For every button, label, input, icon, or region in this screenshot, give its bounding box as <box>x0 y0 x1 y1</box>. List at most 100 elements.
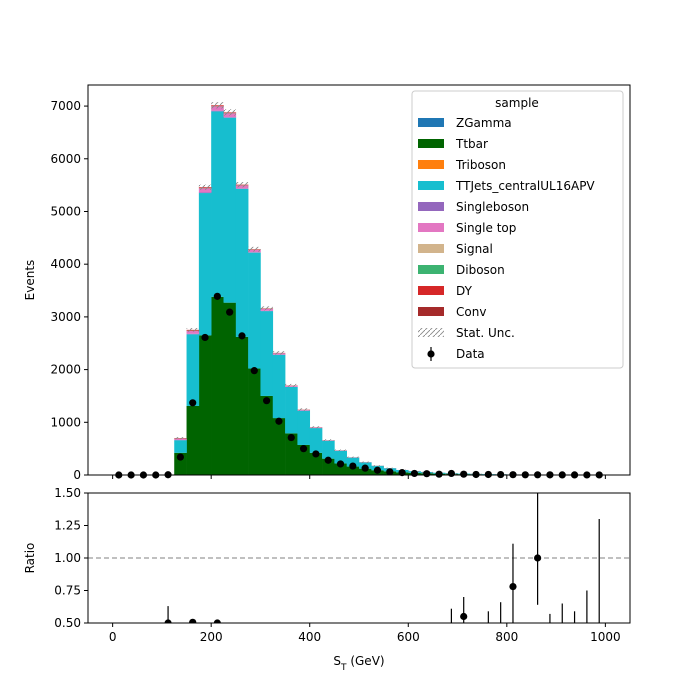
legend-label: TTJets_centralUL16APV <box>455 179 595 193</box>
ratio-point <box>571 632 578 639</box>
ratio-point <box>485 632 492 639</box>
data-point <box>299 445 308 453</box>
ratio-y-tick-label: 1.25 <box>54 519 81 533</box>
ratio-panel: 0.50 0.75 1.00 1.25 1.50 0 200 400 600 800 1000 R… <box>23 486 631 673</box>
ratio-point <box>460 612 468 621</box>
bar-ttjets-centralul16apv <box>272 354 286 419</box>
ratio-y-tick-label: 0.50 <box>54 616 81 630</box>
stat-unc-bin <box>359 461 372 464</box>
main-axes-frame <box>87 84 631 476</box>
bar-ttjets-centralul16apv <box>198 193 212 336</box>
data-point <box>213 292 221 300</box>
bar-ttjets-centralul16apv <box>322 440 335 459</box>
main-y-ticks: 0 1000 2000 3000 4000 5000 6000 7000 <box>50 99 88 482</box>
legend-label: DY <box>456 284 473 298</box>
bar-ttjets-centralul16apv <box>211 111 224 297</box>
legend-label: Ttbar <box>455 137 488 151</box>
data-point <box>189 399 197 407</box>
y-tick-label: 1000 <box>50 415 81 429</box>
bar-ttbar <box>346 466 360 475</box>
bar-ttjets-centralul16apv <box>346 457 360 467</box>
bar-ttjets-centralul16apv <box>309 428 323 453</box>
stat-unc-bin <box>297 408 310 411</box>
bar-single-top <box>211 106 224 111</box>
data-point <box>361 464 369 472</box>
stat-unc-bin <box>198 184 212 190</box>
data-point <box>472 470 480 479</box>
data-point <box>484 470 492 479</box>
bar-singleboson <box>198 192 212 194</box>
stat-unc-bin <box>346 456 359 459</box>
data-point <box>410 469 419 478</box>
ratio-x-tick-label: 400 <box>298 630 321 644</box>
data-point <box>423 470 431 478</box>
y-tick-label: 3000 <box>50 310 81 324</box>
data-point <box>447 469 455 478</box>
main-panel: 0 1000 2000 3000 4000 5000 6000 7000 Events <box>23 84 631 482</box>
stat-unc-bin <box>272 351 286 355</box>
data-point <box>460 470 468 478</box>
stat-unc-bin <box>211 102 224 109</box>
legend-label: Data <box>456 347 485 361</box>
ratio-point <box>448 623 455 630</box>
bar-ttbar <box>334 463 347 475</box>
legend-label: Diboson <box>456 263 505 277</box>
ratio-x-tick-label: 800 <box>495 630 518 644</box>
ratio-x-ticks: 0 200 400 600 800 1000 <box>109 623 621 644</box>
data-point <box>349 462 357 470</box>
bar-ttjets-centralul16apv <box>297 410 311 445</box>
bar-ttbar <box>248 368 261 475</box>
legend-swatch <box>418 223 444 232</box>
stat-unc-bin <box>371 465 384 467</box>
ratio-point <box>534 554 542 562</box>
ratio-x-tick-label: 1000 <box>590 630 621 644</box>
ratio-point <box>546 632 553 639</box>
data-point <box>324 456 332 464</box>
main-x-ticks <box>112 475 606 479</box>
bar-ttjets-centralul16apv <box>334 450 347 464</box>
bar-ttbar <box>223 302 237 475</box>
y-tick-label: 5000 <box>50 204 81 218</box>
bar-ttbar <box>359 468 372 475</box>
legend-swatch <box>418 118 444 127</box>
legend-title: sample <box>495 96 539 110</box>
bar-ttjets-centralul16apv <box>260 311 274 396</box>
ratio-x-tick-label: 600 <box>397 630 420 644</box>
stat-unc-bin <box>322 439 335 442</box>
data-point <box>226 308 234 316</box>
ratio-x-tick-label: 0 <box>109 630 117 644</box>
data-point <box>398 469 406 477</box>
data-point <box>373 466 382 474</box>
stat-unc-bin <box>309 426 323 429</box>
data-point <box>201 333 209 342</box>
legend-swatch <box>418 139 444 148</box>
y-tick-label: 7000 <box>50 99 81 113</box>
legend-label: Singleboson <box>456 200 529 214</box>
stat-unc-bin <box>334 449 347 451</box>
data-point <box>336 460 345 468</box>
bar-single-top <box>186 330 200 334</box>
bar-ttbar <box>272 418 286 475</box>
ratio-point <box>164 619 172 623</box>
stat-unc-bin <box>174 437 187 440</box>
legend-label: ZGamma <box>456 116 512 130</box>
bar-ttbar <box>285 433 298 475</box>
legend-marker <box>427 350 435 358</box>
ratio-y-tick-label: 1.50 <box>54 486 81 500</box>
stat-unc-bin <box>186 328 199 332</box>
bar-ttbar <box>186 405 200 475</box>
legend-swatch <box>418 265 444 274</box>
bar-singleboson <box>223 117 237 118</box>
stat-unc-bin <box>248 246 261 252</box>
bar-ttjets-centralul16apv <box>285 386 298 434</box>
y-tick-label: 4000 <box>50 257 81 271</box>
data-point <box>263 397 271 405</box>
stat-unc-bin <box>260 306 273 311</box>
data-point <box>250 367 258 375</box>
legend-swatch <box>418 181 444 190</box>
data-point <box>287 433 295 442</box>
stat-unc-bin <box>285 383 298 387</box>
data-point <box>238 332 246 340</box>
legend: sample ZGamma Ttbar Triboson TTJets_central… <box>411 90 624 369</box>
